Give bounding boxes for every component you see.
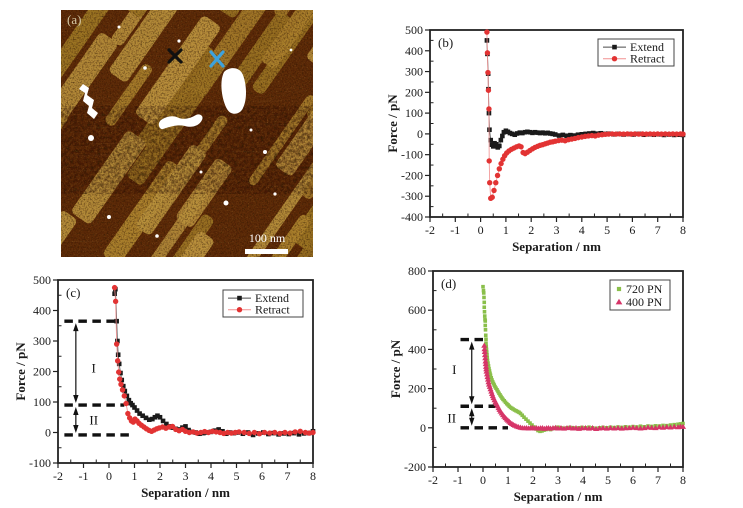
svg-text:5: 5 [605, 473, 611, 487]
svg-text:I: I [92, 360, 96, 375]
y-axis-title: Force / pN [385, 94, 400, 153]
axes: -2 -1 0 1 2 3 4 5 6 7 8 -400 -300 -200 -100 0 100 200 300 4… [401, 23, 686, 237]
series-retract [111, 284, 316, 437]
white-features [79, 25, 293, 238]
svg-text:7: 7 [285, 469, 291, 483]
y-axis-title: Force / pN [14, 342, 28, 401]
svg-text:8: 8 [310, 469, 316, 483]
svg-text:400: 400 [405, 44, 423, 58]
svg-text:3: 3 [555, 473, 561, 487]
svg-text:0: 0 [106, 469, 112, 483]
svg-text:500: 500 [33, 273, 51, 287]
svg-text:400: 400 [408, 342, 426, 356]
svg-text:-2: -2 [53, 469, 63, 483]
svg-text:Retract: Retract [255, 303, 290, 317]
series-retract [484, 29, 686, 201]
svg-text:4: 4 [208, 469, 214, 483]
panel-letter: (c) [66, 285, 80, 300]
x-axis-title: Separation / nm [141, 485, 230, 500]
series-400-pn [481, 342, 687, 432]
svg-text:2: 2 [530, 473, 536, 487]
svg-text:-200: -200 [404, 460, 426, 474]
svg-text:720 PN: 720 PN [626, 282, 663, 296]
svg-text:Extend: Extend [255, 291, 289, 305]
svg-text:II: II [447, 410, 456, 425]
panel-letter: (d) [441, 276, 456, 291]
panel-a-label: (a) [67, 12, 82, 27]
svg-text:200: 200 [408, 382, 426, 396]
svg-text:-2: -2 [428, 473, 438, 487]
svg-text:I: I [452, 362, 456, 377]
svg-text:0: 0 [45, 426, 51, 440]
svg-text:300: 300 [405, 65, 423, 79]
svg-text:1: 1 [503, 223, 509, 237]
svg-text:800: 800 [408, 264, 426, 278]
svg-text:0: 0 [417, 127, 423, 141]
svg-text:5: 5 [604, 223, 610, 237]
svg-text:300: 300 [33, 334, 51, 348]
panel-a-afm-image: (a) 100 nm [61, 10, 313, 257]
svg-text:3: 3 [183, 469, 189, 483]
svg-text:8: 8 [680, 473, 686, 487]
panel-letter: (b) [438, 35, 453, 50]
svg-text:Extend: Extend [630, 40, 664, 54]
svg-text:-200: -200 [401, 168, 423, 182]
panel-d-force-curve-chart: -2 -1 0 1 2 3 4 5 6 7 8 -200 0 200 400 600 800 Separation… [388, 264, 687, 504]
svg-text:-1: -1 [79, 469, 89, 483]
svg-text:4: 4 [579, 223, 585, 237]
x-axis-title: Separation / nm [512, 239, 601, 254]
svg-text:7: 7 [655, 223, 661, 237]
panel-c-force-curve-chart: -2 -1 0 1 2 3 4 5 6 7 8 -100 0 100 200 300 400 500 Separat… [14, 273, 316, 500]
svg-text:-1: -1 [453, 473, 463, 487]
annotations: III [447, 337, 508, 430]
svg-text:-100: -100 [29, 456, 51, 470]
svg-text:100: 100 [33, 395, 51, 409]
svg-text:100: 100 [405, 106, 423, 120]
scale-bar [245, 249, 288, 254]
svg-text:500: 500 [405, 23, 423, 37]
svg-text:600: 600 [408, 303, 426, 317]
svg-text:-2: -2 [425, 223, 435, 237]
svg-text:6: 6 [630, 473, 636, 487]
y-axis-title: Force / pN [388, 339, 403, 398]
svg-text:-100: -100 [401, 148, 423, 162]
afm-texture [61, 10, 313, 257]
svg-text:5: 5 [234, 469, 240, 483]
svg-text:8: 8 [680, 223, 686, 237]
svg-text:7: 7 [655, 473, 661, 487]
svg-text:Retract: Retract [630, 52, 665, 66]
annotations: III [64, 319, 134, 437]
svg-text:-300: -300 [401, 189, 423, 203]
x-axis-title: Separation / nm [514, 489, 603, 504]
svg-text:2: 2 [157, 469, 163, 483]
scale-bar-label: 100 nm [248, 231, 286, 245]
position-markers [167, 48, 225, 68]
svg-text:4: 4 [580, 473, 586, 487]
afm-topography [61, 10, 313, 257]
svg-text:400: 400 [33, 304, 51, 318]
svg-text:II: II [89, 412, 98, 427]
svg-text:1: 1 [132, 469, 138, 483]
svg-text:-1: -1 [450, 223, 460, 237]
svg-text:200: 200 [33, 365, 51, 379]
axes: -2 -1 0 1 2 3 4 5 6 7 8 -200 0 200 400 600 800 [404, 264, 686, 487]
svg-text:200: 200 [405, 85, 423, 99]
svg-text:3: 3 [554, 223, 560, 237]
svg-text:400 PN: 400 PN [626, 295, 663, 309]
svg-text:6: 6 [259, 469, 265, 483]
svg-text:2: 2 [528, 223, 534, 237]
panel-b-force-curve-chart: -2 -1 0 1 2 3 4 5 6 7 8 -400 -300 -200 -100 0 100 200 300 4… [385, 23, 686, 254]
svg-text:0: 0 [478, 223, 484, 237]
svg-text:0: 0 [420, 421, 426, 435]
svg-text:1: 1 [505, 473, 511, 487]
svg-text:6: 6 [629, 223, 635, 237]
axes: -2 -1 0 1 2 3 4 5 6 7 8 -100 0 100 200 300 400 500 [29, 273, 316, 483]
svg-text:0: 0 [480, 473, 486, 487]
svg-text:-400: -400 [401, 210, 423, 224]
